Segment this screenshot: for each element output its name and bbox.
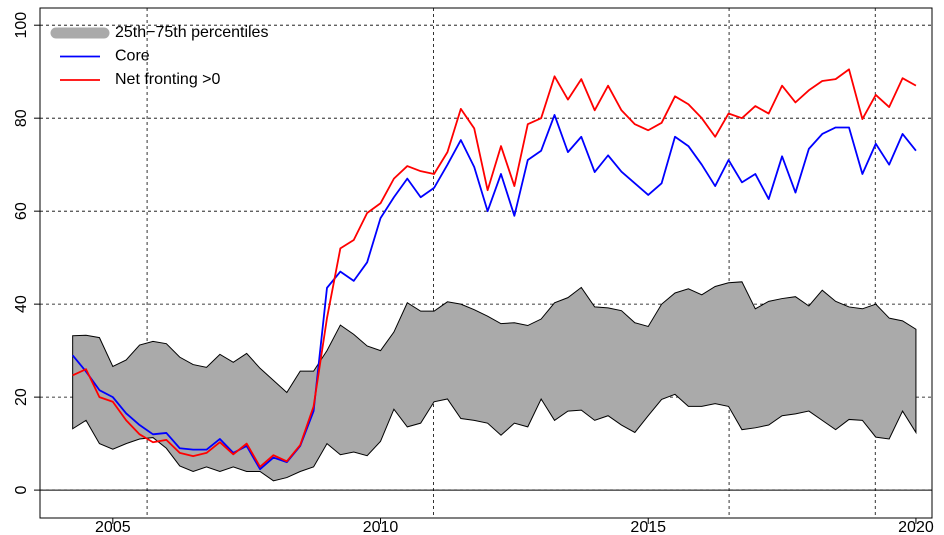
legend-label: 25th−75th percentiles — [115, 24, 268, 41]
x-tick-label: 2010 — [363, 519, 399, 535]
legend-label: Core — [115, 48, 150, 65]
series-line — [71, 114, 917, 471]
y-tick-label: 60 — [13, 202, 30, 220]
y-tick-label: 80 — [13, 109, 30, 127]
x-tick-label: 2015 — [630, 519, 666, 535]
y-tick-label: 0 — [13, 486, 30, 495]
series-line — [72, 68, 917, 468]
y-tick-label: 40 — [13, 295, 30, 313]
percentile-band — [72, 281, 917, 482]
legend-label: Net fronting >0 — [115, 71, 221, 88]
y-tick-label: 20 — [13, 388, 30, 406]
plot-frame — [39, 7, 933, 519]
x-tick-label: 2020 — [898, 519, 934, 535]
x-tick-label: 2005 — [95, 519, 131, 535]
y-tick-label: 100 — [13, 12, 30, 39]
